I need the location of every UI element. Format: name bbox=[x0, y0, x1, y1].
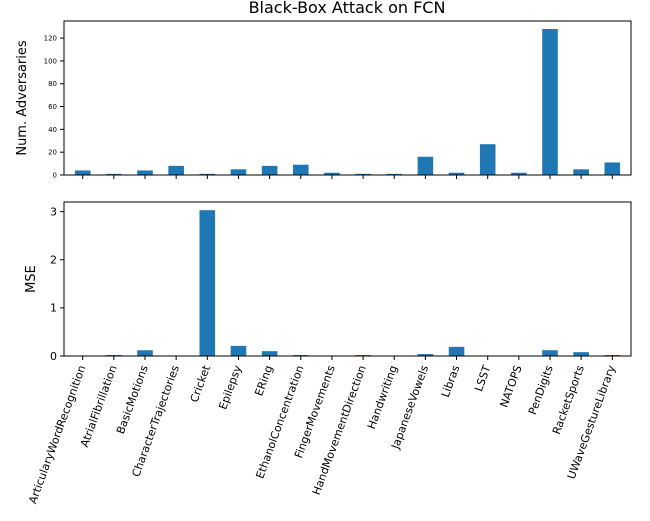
bar-top-13 bbox=[479, 144, 496, 175]
xtick-label-13: LSST bbox=[472, 363, 493, 393]
bar-bottom-16 bbox=[573, 352, 589, 356]
ytick-label-bottom-1: 1 bbox=[50, 302, 57, 315]
xtick-label-0: ArticularyWordRecognition bbox=[26, 364, 88, 506]
bar-top-4 bbox=[199, 173, 216, 175]
xtick-label-12: Libras bbox=[439, 363, 463, 399]
axes-frame-top bbox=[63, 20, 632, 176]
bar-top-15 bbox=[542, 28, 558, 175]
ytick-label-top-1: 20 bbox=[48, 149, 57, 157]
y-axis-label-bottom: MSE bbox=[24, 265, 39, 293]
ytick-label-top-5: 100 bbox=[44, 57, 57, 65]
ytick-label-top-4: 80 bbox=[48, 80, 57, 88]
xtick-label-2: BasicMotions bbox=[114, 363, 151, 435]
ytick-label-top-2: 40 bbox=[48, 126, 57, 134]
ytick-label-top-6: 120 bbox=[44, 35, 57, 43]
bar-top-2 bbox=[137, 170, 153, 175]
xtick-label-15: PenDigits bbox=[526, 363, 556, 416]
bar-top-17 bbox=[604, 162, 621, 175]
bar-top-8 bbox=[324, 172, 340, 175]
bar-top-6 bbox=[261, 165, 278, 175]
xtick-label-16: RacketSports bbox=[550, 363, 587, 436]
bar-top-3 bbox=[168, 165, 184, 175]
bar-top-11 bbox=[417, 156, 434, 175]
bar-bottom-2 bbox=[137, 350, 153, 356]
bar-bottom-5 bbox=[230, 345, 247, 356]
bar-top-1 bbox=[106, 173, 122, 175]
panel-bottom: 0123MSEArticularyWordRecognitionAtrialFi… bbox=[24, 201, 632, 506]
bar-bottom-6 bbox=[261, 351, 278, 356]
ytick-label-bottom-3: 3 bbox=[50, 205, 57, 218]
bar-top-9 bbox=[355, 173, 371, 175]
panel-top: 0 20 40 60 80 100 120 Num. Adversaries bbox=[15, 20, 632, 179]
bar-top-5 bbox=[230, 169, 247, 175]
chart-title: Black-Box Attack on FCN bbox=[249, 0, 446, 17]
ytick-label-bottom-0: 0 bbox=[50, 350, 57, 363]
xtick-label-6: ERing bbox=[252, 364, 275, 398]
bar-top-10 bbox=[386, 173, 403, 175]
xtick-label-5: Epilepsy bbox=[216, 363, 244, 411]
bar-top-16 bbox=[573, 169, 589, 175]
axes-frame-bottom bbox=[63, 201, 632, 357]
bar-top-0 bbox=[74, 170, 91, 175]
ytick-label-top-3: 60 bbox=[48, 103, 57, 111]
bar-bottom-12 bbox=[448, 346, 465, 356]
ytick-label-bottom-2: 2 bbox=[50, 254, 57, 267]
y-axis-label-top: Num. Adversaries bbox=[15, 40, 30, 156]
xtick-label-4: Cricket bbox=[188, 363, 214, 404]
bar-bottom-4 bbox=[199, 210, 216, 356]
bar-top-14 bbox=[511, 172, 527, 175]
bar-bottom-15 bbox=[542, 350, 558, 356]
ytick-label-top-0: 0 bbox=[53, 171, 57, 179]
bar-top-12 bbox=[448, 172, 465, 175]
bar-bottom-11 bbox=[417, 354, 434, 356]
xtick-label-10: Handwriting bbox=[365, 364, 400, 431]
bar-top-7 bbox=[292, 164, 309, 175]
xtick-label-14: NATOPS bbox=[497, 364, 524, 410]
